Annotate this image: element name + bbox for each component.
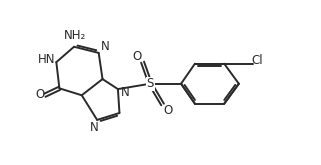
Text: N: N	[101, 40, 110, 53]
Text: Cl: Cl	[251, 54, 263, 67]
Text: O: O	[163, 104, 173, 117]
Text: O: O	[133, 50, 142, 63]
Text: HN: HN	[38, 53, 55, 66]
Text: S: S	[147, 77, 154, 90]
Text: NH₂: NH₂	[64, 29, 86, 42]
Text: N: N	[121, 86, 130, 99]
Text: N: N	[90, 121, 99, 134]
Text: O: O	[36, 88, 45, 101]
